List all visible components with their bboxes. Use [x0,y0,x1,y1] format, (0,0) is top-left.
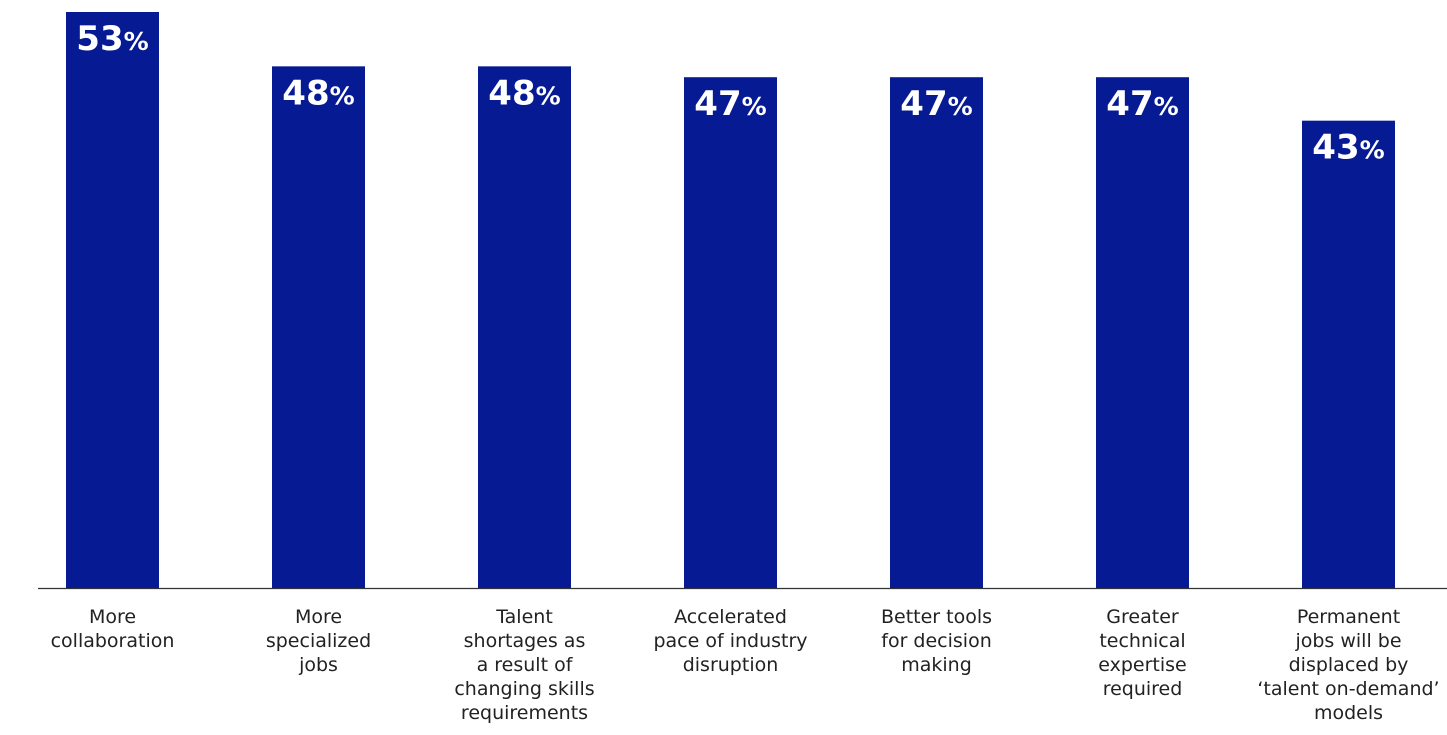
bar-value-label-7: 43% [1312,128,1384,168]
category-label-1: More collaboration [51,606,175,652]
bar-3 [478,66,571,589]
bar-4 [684,77,777,588]
bars-group: 53% 48% 48% 47% 47% 47% 43% [66,12,1395,589]
bar-value-label-3: 48% [488,73,560,113]
bar-value-label-6: 47% [1106,84,1178,124]
category-label-6: Greater technical expertise required [1098,606,1186,700]
bar-2 [272,66,365,589]
bar-1 [66,12,159,588]
category-label-4: Accelerated pace of industry disruption [653,606,807,676]
bar-value-label-1: 53% [76,19,148,59]
bar-6 [1096,77,1189,588]
bar-value-label-5: 47% [900,84,972,124]
category-labels-group: More collaboration More specialized jobs Tale… [51,606,1440,724]
bar-7 [1302,120,1395,588]
category-label-5: Better tools for decision making [881,606,992,676]
bar-5 [890,77,983,588]
category-label-7: Permanent jobs will be displaced by ‘talent… [1257,606,1439,724]
bar-value-label-4: 47% [694,84,766,124]
bar-value-label-2: 48% [282,73,354,113]
category-label-2: More specialized jobs [266,606,371,676]
category-label-3: Talent shortages as a result of changing sk… [454,606,594,724]
